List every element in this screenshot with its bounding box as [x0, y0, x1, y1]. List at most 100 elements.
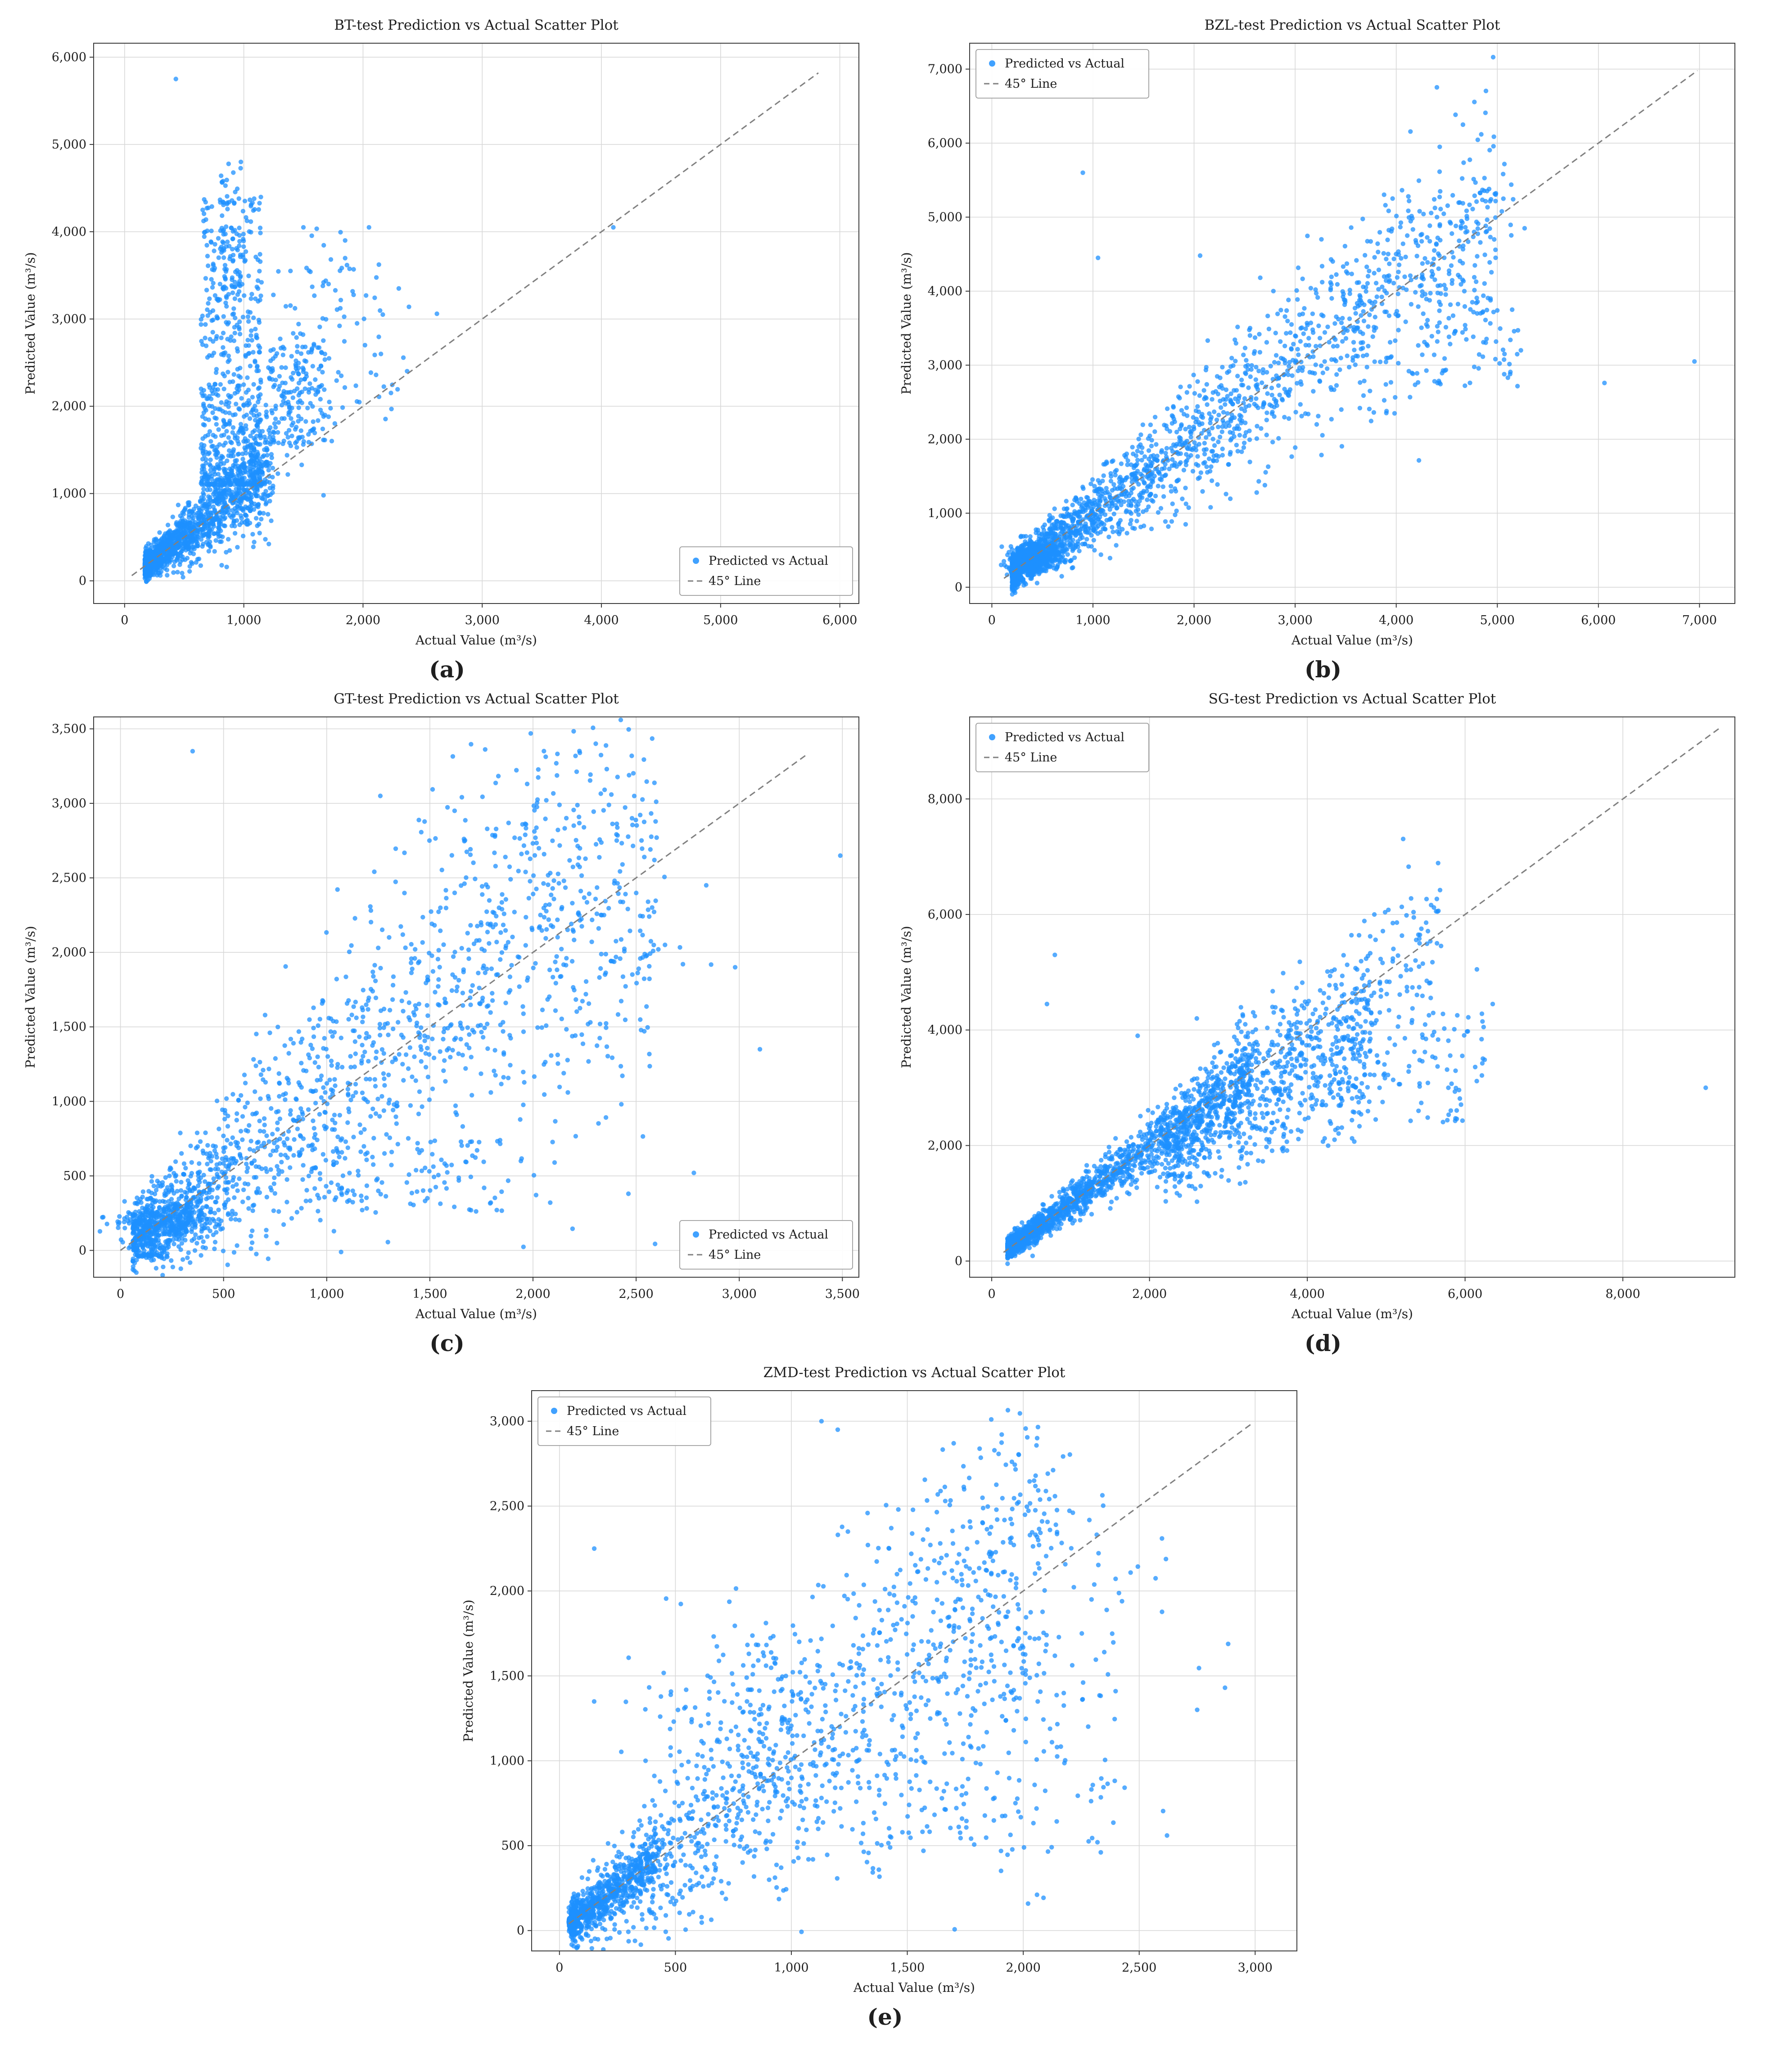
- x-tick-label: 3,000: [1238, 1961, 1273, 1975]
- x-tick-label: 8,000: [1605, 1287, 1640, 1301]
- axes-frame: [93, 43, 859, 604]
- axes-frame: [531, 1390, 1297, 1951]
- caption-e: (e): [453, 2004, 1317, 2030]
- caption-b: (b): [891, 656, 1755, 683]
- legend-label-line: 45° Line: [1005, 751, 1057, 765]
- chart-title: SG-test Prediction vs Actual Scatter Plo…: [1209, 691, 1496, 707]
- x-tick-label: 4,000: [584, 613, 619, 627]
- y-tick-label: 3,000: [52, 797, 86, 811]
- y-tick-label: 0: [955, 1254, 962, 1268]
- y-tick-label: 500: [63, 1169, 86, 1183]
- axes-frame: [969, 43, 1735, 604]
- gridlines: [970, 43, 1735, 604]
- x-axis-label: Actual Value (m³/s): [1291, 1306, 1413, 1321]
- legend-box: [975, 49, 1149, 99]
- y-tick-label: 2,500: [490, 1500, 524, 1513]
- y-tick-label: 1,500: [490, 1669, 524, 1683]
- x-tick-label: 0: [555, 1961, 563, 1975]
- x-tick-label: 500: [212, 1287, 235, 1301]
- subplot-e: 0 500 1,000 1,500 2,000 2,500 3,000 0 500 1,000 1,…: [453, 1359, 1317, 2030]
- x-tick-label: 0: [121, 613, 128, 627]
- x-tick-label: 1,500: [890, 1961, 925, 1975]
- x-tick-label: 6,000: [1581, 613, 1616, 627]
- subplot-c: 0 500 1,000 1,500 2,000 2,500 3,000 3,500 0 500 1,…: [15, 685, 879, 1356]
- chart-canvas-c: 0 500 1,000 1,500 2,000 2,500 3,000 3,500 0 500 1,…: [15, 685, 879, 1329]
- y-tick-label: 5,000: [928, 210, 962, 224]
- x-tick-label: 2,000: [1132, 1287, 1167, 1301]
- y-tick-label: 2,000: [490, 1584, 524, 1598]
- legend-marker-dot: [989, 60, 995, 67]
- tick-labels: 0 500 1,000 1,500 2,000 2,500 3,000 0 500 1,000 1,…: [490, 1414, 1273, 1975]
- y-tick-label: 1,000: [928, 506, 962, 520]
- scatter-chart-e: 0 500 1,000 1,500 2,000 2,500 3,000 0 500 1,000 1,…: [461, 1365, 1297, 1995]
- x-tick-label: 4,000: [1379, 613, 1413, 627]
- x-tick-label: 2,000: [1177, 613, 1211, 627]
- scatter-points: [142, 77, 616, 584]
- subplot-a: 0 1,000 2,000 3,000 4,000 5,000 6,000 0 1,000 2,0…: [15, 12, 879, 683]
- y-axis-label: Predicted Value (m³/s): [23, 926, 38, 1068]
- y-axis-label: Predicted Value (m³/s): [899, 926, 914, 1068]
- legend: Predicted vs Actual 45° Line: [679, 1220, 853, 1270]
- chart-canvas-d: 0 2,000 4,000 6,000 8,000 0 2,000 4,000 6,000 8,0…: [891, 685, 1755, 1329]
- x-tick-label: 2,000: [1006, 1961, 1040, 1975]
- x-tick-label: 0: [988, 1287, 995, 1301]
- legend-label-scatter: Predicted vs Actual: [709, 1228, 828, 1242]
- y-axis-label: Predicted Value (m³/s): [899, 252, 914, 394]
- y-axis-label: Predicted Value (m³/s): [23, 252, 38, 394]
- y-tick-label: 7,000: [928, 63, 962, 77]
- y-tick-label: 0: [79, 1243, 86, 1257]
- diagonal-45-line: [1003, 70, 1698, 579]
- chart-title: BT-test Prediction vs Actual Scatter Plo…: [334, 17, 619, 33]
- y-axis-label: Predicted Value (m³/s): [461, 1599, 476, 1742]
- y-tick-label: 2,000: [52, 400, 86, 414]
- x-tick-label: 0: [988, 613, 996, 627]
- y-tick-label: 3,000: [52, 312, 86, 326]
- x-tick-label: 4,000: [1290, 1287, 1324, 1301]
- y-tick-label: 0: [517, 1924, 524, 1938]
- y-tick-label: 3,500: [52, 722, 86, 736]
- x-tick-label: 0: [117, 1287, 124, 1301]
- tick-labels: 0 2,000 4,000 6,000 8,000 0 2,000 4,000 6,000 8,0…: [928, 792, 1640, 1301]
- y-tick-label: 0: [955, 581, 962, 595]
- x-tick-label: 3,000: [722, 1287, 757, 1301]
- x-tick-label: 2,000: [346, 613, 380, 627]
- legend-box: [679, 546, 853, 596]
- y-tick-label: 2,000: [928, 1139, 962, 1153]
- legend: Predicted vs Actual 45° Line: [679, 546, 853, 596]
- caption-a: (a): [15, 656, 879, 683]
- tick-labels: 0 1,000 2,000 3,000 4,000 5,000 6,000 7,000 0 1,0…: [928, 63, 1717, 627]
- x-tick-label: 3,000: [465, 613, 500, 627]
- caption-d-label: (d): [1304, 1330, 1342, 1356]
- legend-label-scatter: Predicted vs Actual: [567, 1404, 686, 1418]
- y-tick-label: 4,000: [928, 284, 962, 298]
- diagonal-45-line: [120, 755, 806, 1251]
- y-tick-label: 1,500: [52, 1020, 86, 1034]
- x-axis-label: Actual Value (m³/s): [1291, 633, 1413, 648]
- x-tick-label: 6,000: [822, 613, 857, 627]
- chart-canvas-e: 0 500 1,000 1,500 2,000 2,500 3,000 0 500 1,000 1,…: [453, 1359, 1317, 2003]
- chart-title: GT-test Prediction vs Actual Scatter Plo…: [334, 691, 619, 707]
- gridlines: [94, 717, 859, 1277]
- scatter-chart-d: 0 2,000 4,000 6,000 8,000 0 2,000 4,000 6,000 8,0…: [899, 691, 1735, 1321]
- y-tick-label: 1,000: [490, 1754, 524, 1768]
- legend: Predicted vs Actual 45° Line: [975, 723, 1149, 772]
- legend: Predicted vs Actual 45° Line: [975, 49, 1149, 99]
- scatter-chart-a: 0 1,000 2,000 3,000 4,000 5,000 6,000 0 1,000 2,0…: [23, 17, 859, 648]
- legend-marker-dot: [989, 734, 995, 740]
- x-tick-label: 1,000: [226, 613, 261, 627]
- legend-label-scatter: Predicted vs Actual: [1005, 57, 1124, 71]
- x-axis-label: Actual Value (m³/s): [853, 1980, 975, 1995]
- legend-label-line: 45° Line: [567, 1424, 619, 1438]
- y-tick-label: 4,000: [52, 225, 86, 239]
- x-tick-label: 2,500: [619, 1287, 653, 1301]
- caption-b-label: (b): [1304, 656, 1342, 683]
- x-tick-label: 1,000: [774, 1961, 808, 1975]
- legend-label-line: 45° Line: [709, 1248, 761, 1262]
- x-tick-label: 6,000: [1448, 1287, 1482, 1301]
- x-tick-label: 1,000: [309, 1287, 344, 1301]
- x-tick-label: 2,500: [1122, 1961, 1156, 1975]
- y-tick-label: 0: [79, 574, 86, 588]
- tick-labels: 0 1,000 2,000 3,000 4,000 5,000 6,000 0 1,000 2,0…: [52, 50, 858, 627]
- scatter-points: [566, 1408, 1231, 1951]
- y-tick-label: 6,000: [928, 908, 962, 922]
